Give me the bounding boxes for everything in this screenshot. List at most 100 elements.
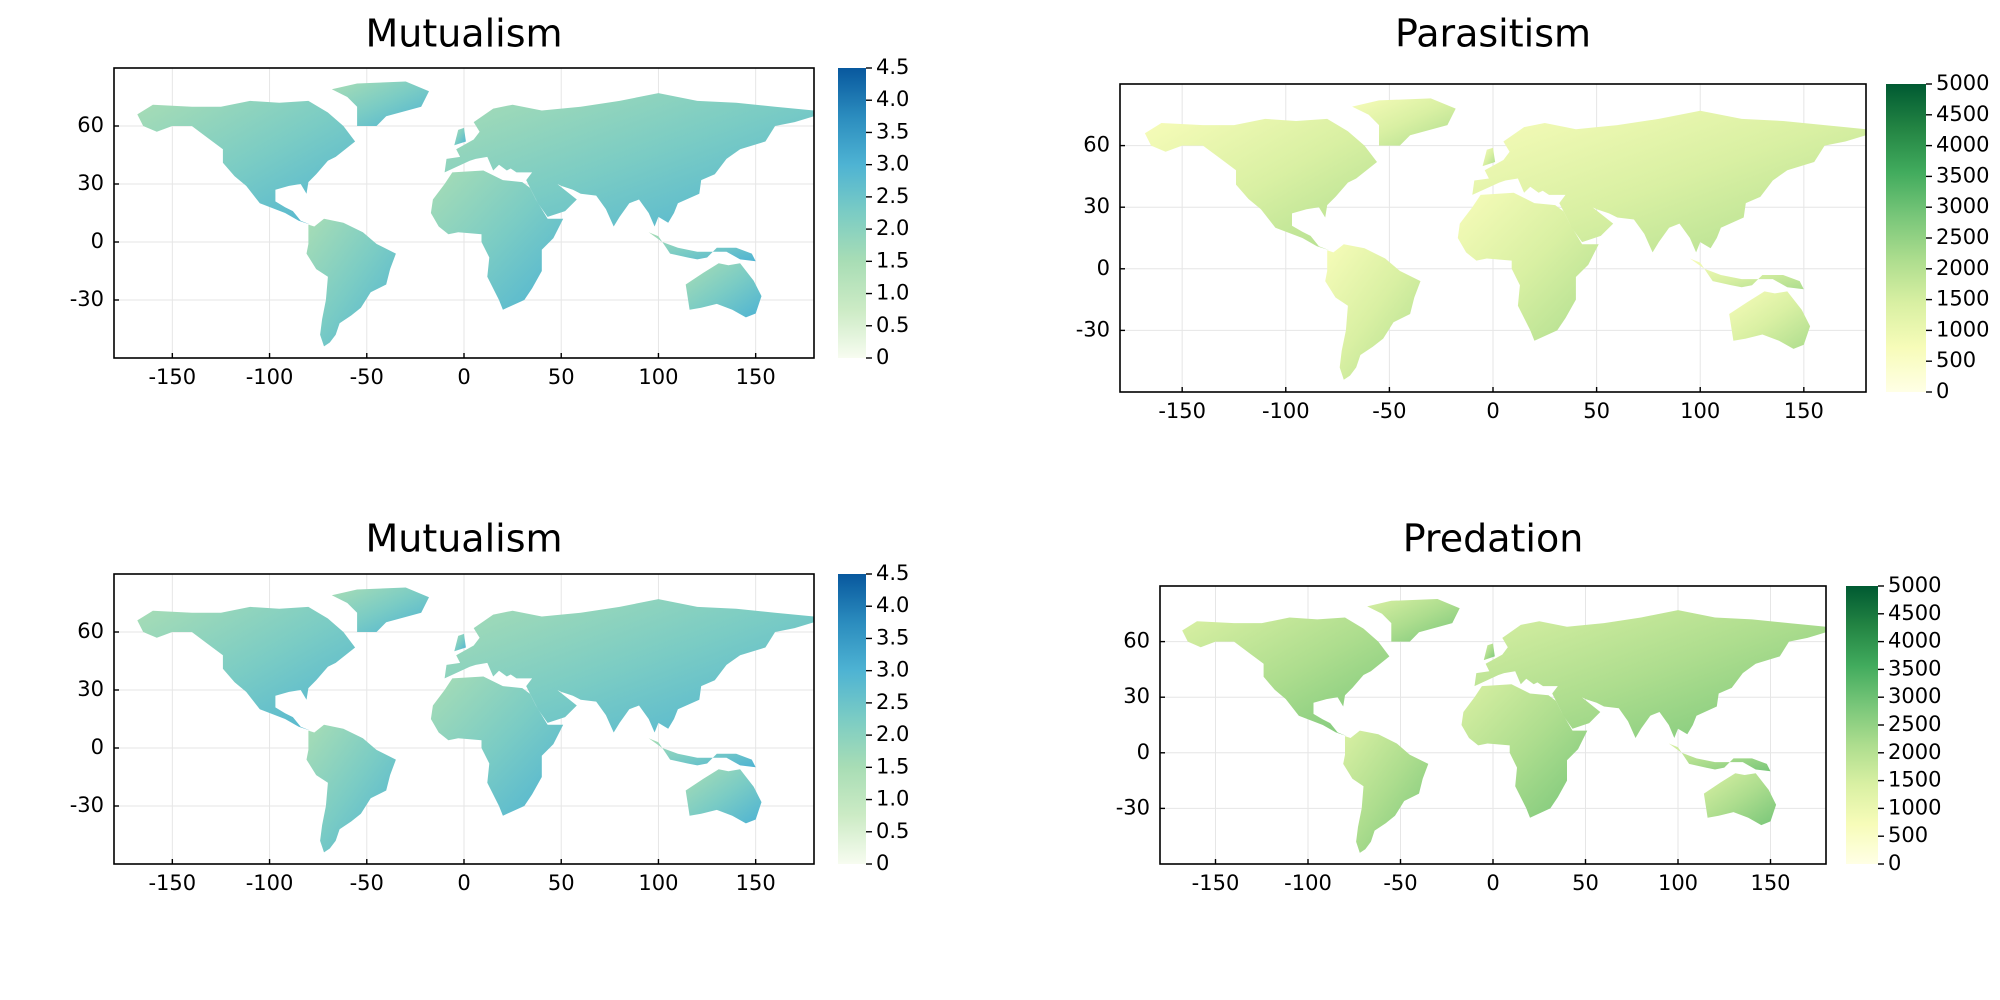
colorbar-tick-label: 1.0	[876, 281, 909, 305]
colorbar-tick-label: 3500	[1936, 163, 1989, 187]
colorbar-tick-label: 0.5	[876, 819, 909, 843]
land-masses	[1144, 98, 1866, 380]
colorbar-tick-label: 2000	[1888, 740, 1941, 764]
land-mass	[137, 100, 356, 225]
colorbar-tick-label: 5000	[1936, 71, 1989, 95]
land-masses	[1182, 599, 1826, 853]
colorbar-tick-label: 2.5	[876, 184, 909, 208]
land-masses	[137, 587, 814, 853]
colorbar-tick-label: 0	[876, 851, 889, 875]
colorbar-tick-label: 2500	[1936, 225, 1989, 249]
land-mass	[685, 263, 762, 318]
y-tick-label: 30	[77, 677, 104, 701]
colorbar-tick-label: 3.0	[876, 658, 909, 682]
land-mass	[430, 676, 564, 816]
y-tick-label: 30	[1123, 684, 1150, 708]
land-masses	[137, 81, 814, 347]
panel-title: Mutualism	[365, 517, 562, 561]
colorbar-tick-label: 4500	[1888, 601, 1941, 625]
land-mass	[1144, 118, 1377, 251]
land-mass	[1483, 643, 1495, 661]
y-tick-label: 0	[1137, 740, 1150, 764]
colorbar-tick-label: 1.5	[876, 248, 909, 272]
land-mass	[444, 93, 814, 227]
panel-title: Mutualism	[365, 12, 562, 56]
land-mass	[1325, 244, 1421, 380]
colorbar-tick-label: 4000	[1936, 133, 1989, 157]
x-tick-label: -100	[246, 871, 294, 895]
colorbar-tick-label: 4.5	[876, 561, 909, 585]
y-tick-label: 60	[1123, 629, 1150, 653]
y-tick-label: -30	[70, 793, 104, 817]
land-mass	[306, 724, 396, 853]
colorbar	[838, 68, 866, 358]
land-mass	[648, 738, 756, 768]
panel-title: Predation	[1403, 517, 1584, 561]
colorbar-tick-label: 0	[1888, 851, 1901, 875]
colorbar-tick-label: 3.5	[876, 625, 909, 649]
colorbar-tick-label: 3.5	[876, 119, 909, 143]
land-mass	[1352, 98, 1456, 146]
y-tick-label: 0	[1097, 256, 1110, 280]
colorbar-tick-label: 2500	[1888, 712, 1941, 736]
land-mass	[1461, 684, 1588, 818]
colorbar-tick-label: 3500	[1888, 656, 1941, 680]
x-tick-label: 50	[548, 871, 575, 895]
y-tick-label: -30	[70, 287, 104, 311]
colorbar-tick-label: 2000	[1936, 256, 1989, 280]
x-tick-label: -150	[1192, 871, 1240, 895]
land-mass	[1729, 291, 1811, 349]
land-mass	[1474, 610, 1826, 738]
colorbar-tick-label: 5000	[1888, 573, 1941, 597]
land-mass	[306, 218, 396, 347]
x-tick-label: 0	[457, 365, 470, 389]
colorbar-tick-label: 0	[876, 345, 889, 369]
colorbar-tick-label: 1.5	[876, 754, 909, 778]
y-tick-label: -30	[1116, 795, 1150, 819]
colorbar-tick-label: 4.0	[876, 593, 909, 617]
y-tick-label: 60	[77, 619, 104, 643]
x-tick-label: -50	[1372, 399, 1406, 423]
x-tick-label: 100	[1658, 871, 1698, 895]
colorbar-tick-label: 4000	[1888, 629, 1941, 653]
colorbar-tick-label: 3000	[1888, 684, 1941, 708]
land-mass	[1343, 730, 1429, 853]
colorbar-tick-label: 3000	[1936, 194, 1989, 218]
colorbar-tick-label: 500	[1888, 823, 1928, 847]
panel-2: Parasitism -150 -100 -50 0 50 100 150 60 30 0 -30 0 5…	[1076, 12, 1990, 424]
x-tick-label: -150	[148, 871, 196, 895]
x-tick-label: 150	[736, 871, 776, 895]
land-mass	[430, 170, 564, 310]
y-tick-label: 0	[91, 229, 104, 253]
colorbar-tick-label: 2.0	[876, 722, 909, 746]
land-mass	[454, 633, 466, 652]
land-mass	[1457, 192, 1599, 341]
land-mass	[137, 606, 356, 731]
y-tick-label: 30	[77, 171, 104, 195]
y-tick-label: 30	[1083, 194, 1110, 218]
x-tick-label: 0	[457, 871, 470, 895]
y-tick-label: 60	[77, 113, 104, 137]
x-tick-label: -50	[350, 871, 384, 895]
x-tick-label: 100	[638, 871, 678, 895]
land-mass	[1367, 599, 1460, 642]
panel-1: Mutualism -150 -100 -50 0 50 100 150 60 30 0 -30 0 0.…	[70, 12, 910, 390]
x-tick-label: -50	[350, 365, 384, 389]
land-mass	[648, 232, 756, 262]
x-tick-label: -150	[1158, 399, 1206, 423]
colorbar-tick-label: 2.0	[876, 216, 909, 240]
x-tick-label: 0	[1486, 399, 1499, 423]
x-tick-label: -50	[1383, 871, 1417, 895]
colorbar	[1886, 84, 1926, 392]
colorbar-tick-label: 1.0	[876, 787, 909, 811]
x-tick-label: -150	[148, 365, 196, 389]
x-tick-label: -100	[246, 365, 294, 389]
land-mass	[1482, 147, 1496, 167]
x-tick-label: 150	[736, 365, 776, 389]
colorbar-tick-label: 1500	[1888, 768, 1941, 792]
x-tick-label: -100	[1262, 399, 1310, 423]
x-tick-label: 150	[1784, 399, 1824, 423]
land-mass	[1668, 743, 1771, 772]
panel-4: Predation -150 -100 -50 0 50 100 150 60 30 0 -30 0 50…	[1116, 517, 1942, 896]
land-mass	[444, 599, 814, 733]
